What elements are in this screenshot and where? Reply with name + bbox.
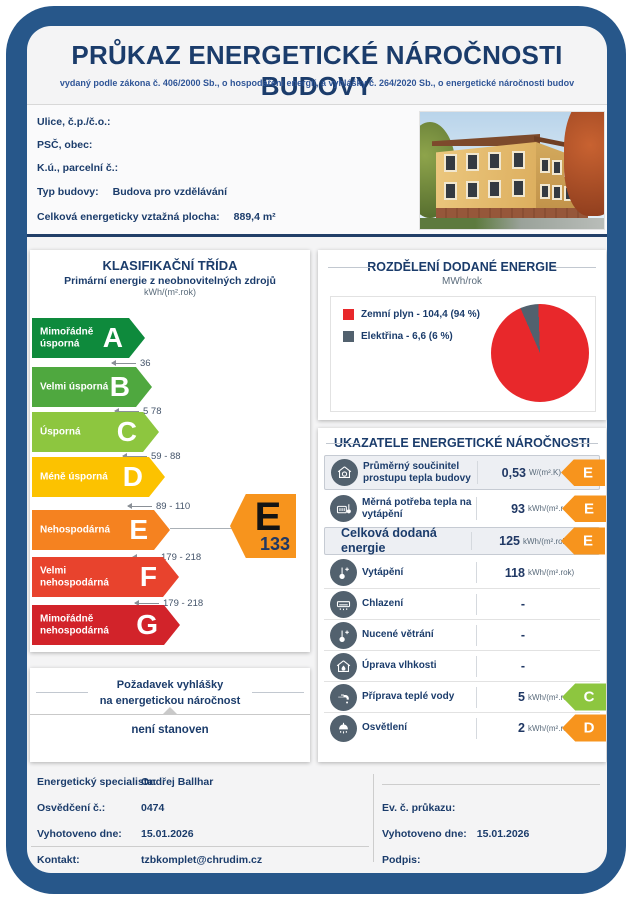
ventilation-icon xyxy=(329,621,357,649)
class-letter-c: C xyxy=(116,416,137,447)
photo-tree-right xyxy=(564,112,604,216)
footer-certificate-number: Osvědčení č.: 0474 xyxy=(37,802,165,814)
humidity-icon xyxy=(329,652,357,680)
building-heat-transfer-icon xyxy=(330,459,358,486)
field-reference-area: Celková energeticky vztažná plocha: 889,4… xyxy=(37,211,276,223)
pointer-up-icon xyxy=(163,707,177,714)
class-letter-e: E xyxy=(129,514,148,545)
footer-issued-date-left: Vyhotoveno dne: 15.01.2026 xyxy=(37,828,194,840)
footer-issued-date-right: Vyhotoveno dne: 15.01.2026 xyxy=(382,828,530,840)
current-class-connector xyxy=(170,528,232,529)
radiator-icon xyxy=(329,495,357,522)
class-letter-b: B xyxy=(109,371,130,402)
class-letter-d: D xyxy=(122,461,143,492)
footer-specialist: Energetický specialista:Ondřej Ballhar xyxy=(37,776,214,788)
page-title: PRŮKAZ ENERGETICKÉ NÁROČNOSTI BUDOVY xyxy=(71,40,563,101)
heating-icon xyxy=(329,559,357,586)
field-building-type-label: Typ budovy: xyxy=(37,186,99,198)
boundary-c-d: 59 - 88 xyxy=(122,450,181,462)
field-reference-area-label: Celková energeticky vztažná plocha: xyxy=(37,211,220,223)
boundary-f-g: 179 - 218 xyxy=(134,597,203,609)
requirement-title: Požadavek vyhlášky na energetickou nároč… xyxy=(99,679,241,707)
footer-signature: Podpis: xyxy=(382,854,421,866)
energy-distribution-unit: MWh/rok xyxy=(442,276,482,287)
current-class-badge: E 133 xyxy=(230,494,296,558)
class-bar-g: Mimořádně nehospodárná G xyxy=(32,605,180,645)
indicators-title: UKAZATELE ENERGETICKÉ NÁROČNOSTI xyxy=(333,436,591,450)
footer-contact: Kontakt: tzbkomplet@chrudim.cz xyxy=(37,854,263,866)
hot-water-icon xyxy=(329,683,357,711)
indicator-row-humidity: Úprava vlhkosti - xyxy=(324,650,600,681)
indicator-row-lighting: Osvětlení 2 kWh/(m².rok) D xyxy=(324,712,606,743)
class-label-e: Nehospodárná xyxy=(40,524,111,536)
indicator-row-u-value: Průměrný součinitel prostupu tepla budov… xyxy=(324,455,605,490)
section-divider xyxy=(27,234,607,237)
class-label-f: Velmi nehospodárná xyxy=(40,565,109,588)
class-bar-f: Velmi nehospodárná F xyxy=(32,557,179,597)
indicators-panel: UKAZATELE ENERGETICKÉ NÁROČNOSTI Průměrn… xyxy=(318,428,606,762)
class-label-g: Mimořádně nehospodárná xyxy=(40,613,109,636)
lighting-icon xyxy=(329,714,357,742)
class-label-b: Velmi úsporná xyxy=(40,381,109,393)
footer-certificate-id: Ev. č. průkazu: xyxy=(382,802,456,814)
classification-subtitle: Primární energie z neobnovitelných zdroj… xyxy=(64,275,276,287)
indicator-row-ventilation: Nucené větrání - xyxy=(324,619,600,650)
field-street: Ulice, č.p./č.o.: xyxy=(37,116,125,128)
boundary-d-e: 89 - 110 xyxy=(127,500,190,512)
classification-panel: KLASIFIKAČNÍ TŘÍDA Primární energie z ne… xyxy=(30,250,310,652)
indicator-row-cooling: Chlazení - xyxy=(324,588,600,619)
class-bar-a: Mimořádně úsporná A xyxy=(32,318,145,358)
indicator-row-heating: Vytápění 118 kWh/(m².rok) xyxy=(324,557,600,588)
class-label-d: Méně úsporná xyxy=(40,471,108,483)
legend-swatch-electricity xyxy=(343,331,354,342)
legend-swatch-gas xyxy=(343,309,354,320)
cooling-icon xyxy=(329,590,357,618)
boundary-b-c: 5 78 xyxy=(114,405,162,417)
requirement-panel: Požadavek vyhlášky na energetickou nároč… xyxy=(30,668,310,762)
page-subtitle: vydaný podle zákona č. 406/2000 Sb., o h… xyxy=(59,78,575,88)
footer-divider xyxy=(373,774,374,862)
classification-unit: kWh/(m².rok) xyxy=(144,287,196,297)
legend-item-electricity: Elektřina - 6,6 (6 %) xyxy=(343,331,453,342)
field-city: PSČ, obec: xyxy=(37,139,106,151)
boundary-a-b: 36 xyxy=(111,357,151,369)
class-letter-f: F xyxy=(139,561,157,592)
class-letter-g: G xyxy=(136,609,158,640)
class-bar-e: Nehospodárná E xyxy=(32,510,170,550)
field-street-label: Ulice, č.p./č.o.: xyxy=(37,116,111,128)
field-parcel-label: K.ú., parcelní č.: xyxy=(37,162,119,174)
energy-distribution-panel: ROZDĚLENÍ DODANÉ ENERGIE MWh/rok Zemní p… xyxy=(318,250,606,420)
legend-item-gas: Zemní plyn - 104,4 (94 %) xyxy=(343,309,480,320)
indicator-row-total-energy: Celková dodaná energie 125 kWh/(m².rok) E xyxy=(324,526,605,555)
field-building-type: Typ budovy: Budova pro vzdělávání xyxy=(37,186,227,198)
indicator-row-hot-water: Příprava teplé vody 5 kWh/(m².rok) C xyxy=(324,681,606,712)
indicator-row-heat-demand: Měrná potřeba tepla na vytápění 93 kWh/(m… xyxy=(324,492,606,525)
photo-brick-base xyxy=(436,208,588,221)
certificate-card: PRŮKAZ ENERGETICKÉ NÁROČNOSTI BUDOVY vyd… xyxy=(27,26,607,873)
class-letter-a: A xyxy=(102,322,123,353)
field-parcel: K.ú., parcelní č.: xyxy=(37,162,132,174)
photo-ground xyxy=(420,218,604,229)
pie-chart-box: Zemní plyn - 104,4 (94 %) Elektřina - 6,… xyxy=(330,296,596,412)
class-label-c: Úsporná xyxy=(40,426,81,438)
field-reference-area-value: 889,4 m² xyxy=(233,211,276,223)
requirement-value: není stanoven xyxy=(131,724,209,736)
classification-title: KLASIFIKAČNÍ TŘÍDA xyxy=(102,258,238,273)
class-label-a: Mimořádně úsporná xyxy=(40,326,94,349)
building-photo xyxy=(419,111,605,230)
class-bar-b: Velmi úsporná B xyxy=(32,367,152,407)
class-bar-c: Úsporná C xyxy=(32,412,159,452)
pie-chart xyxy=(491,304,589,402)
field-building-type-value: Budova pro vzdělávání xyxy=(112,186,228,198)
field-city-label: PSČ, obec: xyxy=(37,139,93,151)
indicators-table: Průměrný součinitel prostupu tepla budov… xyxy=(324,455,606,743)
energy-distribution-title: ROZDĚLENÍ DODANÉ ENERGIE xyxy=(367,260,557,274)
class-bar-d: Méně úsporná D xyxy=(32,457,165,497)
current-class-value: 133 xyxy=(259,534,291,554)
current-class-letter: E xyxy=(254,495,282,539)
